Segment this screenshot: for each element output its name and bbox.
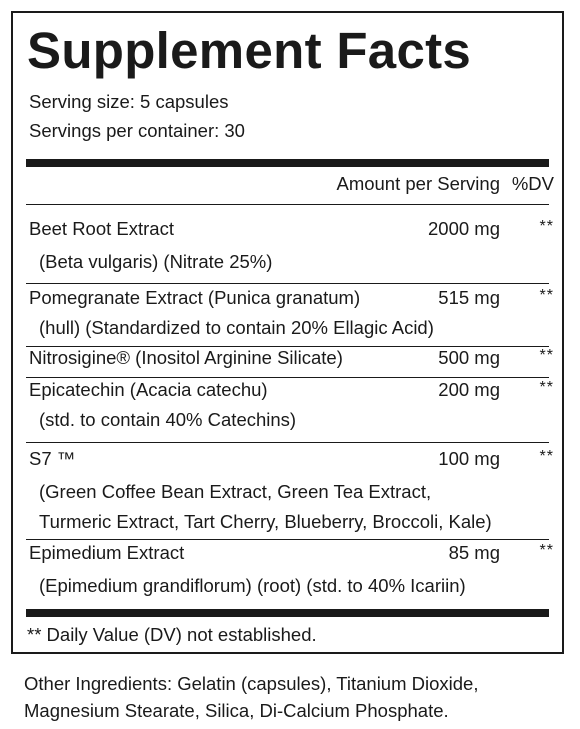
header-divider bbox=[26, 159, 549, 167]
panel-title: Supplement Facts bbox=[27, 22, 472, 79]
row-divider bbox=[26, 283, 549, 284]
ingredient-name: Beet Root Extract bbox=[29, 218, 174, 239]
ingredient-amount: 200 mg bbox=[438, 379, 500, 400]
ingredient-detail: (std. to contain 40% Catechins) bbox=[39, 409, 297, 430]
ingredient-amount: 515 mg bbox=[438, 287, 500, 308]
row-divider bbox=[26, 539, 549, 540]
ingredient-name: S7 ™ bbox=[29, 448, 76, 469]
ingredient-dv: ** bbox=[539, 287, 554, 304]
ingredient-dv: ** bbox=[539, 379, 554, 396]
other-ingredients: Other Ingredients: Gelatin (capsules), T… bbox=[24, 673, 479, 721]
ingredient-amount: 2000 mg bbox=[428, 218, 500, 239]
ingredient-detail: (hull) (Standardized to contain 20% Ella… bbox=[39, 317, 434, 338]
ingredient-name: Epicatechin (Acacia catechu) bbox=[29, 379, 268, 400]
ingredient-name: Pomegranate Extract (Punica granatum) bbox=[29, 287, 361, 308]
ingredient-dv: ** bbox=[539, 347, 554, 364]
ingredient-name: Nitrosigine® (Inositol Arginine Silicate… bbox=[29, 347, 343, 368]
servings-per-container: Servings per container: 30 bbox=[29, 120, 245, 141]
supplement-facts-panel: Supplement Facts Serving size: 5 capsule… bbox=[11, 11, 564, 654]
ingredient-amount: 500 mg bbox=[438, 347, 500, 368]
ingredient-detail: (Beta vulgaris) (Nitrate 25%) bbox=[39, 251, 273, 272]
ingredient-amount: 85 mg bbox=[448, 542, 500, 563]
ingredient-detail: (Green Coffee Bean Extract, Green Tea Ex… bbox=[39, 481, 432, 502]
amount-per-serving-header: Amount per Serving bbox=[336, 173, 500, 194]
ingredient-dv: ** bbox=[539, 218, 554, 235]
dv-footnote: ** Daily Value (DV) not established. bbox=[27, 624, 317, 645]
ingredient-amount: 100 mg bbox=[438, 448, 500, 469]
dv-header: %DV bbox=[511, 173, 554, 194]
row-divider bbox=[26, 346, 549, 347]
footer-divider bbox=[26, 609, 549, 617]
ingredient-dv: ** bbox=[539, 542, 554, 559]
serving-size: Serving size: 5 capsules bbox=[29, 91, 229, 112]
row-divider bbox=[26, 442, 549, 443]
ingredient-detail: (Epimedium grandiflorum) (root) (std. to… bbox=[39, 575, 466, 596]
ingredient-detail: Turmeric Extract, Tart Cherry, Blueberry… bbox=[39, 511, 492, 532]
ingredient-name: Epimedium Extract bbox=[29, 542, 185, 563]
ingredient-dv: ** bbox=[539, 448, 554, 465]
row-divider bbox=[26, 377, 549, 378]
column-header-rule bbox=[26, 204, 549, 205]
